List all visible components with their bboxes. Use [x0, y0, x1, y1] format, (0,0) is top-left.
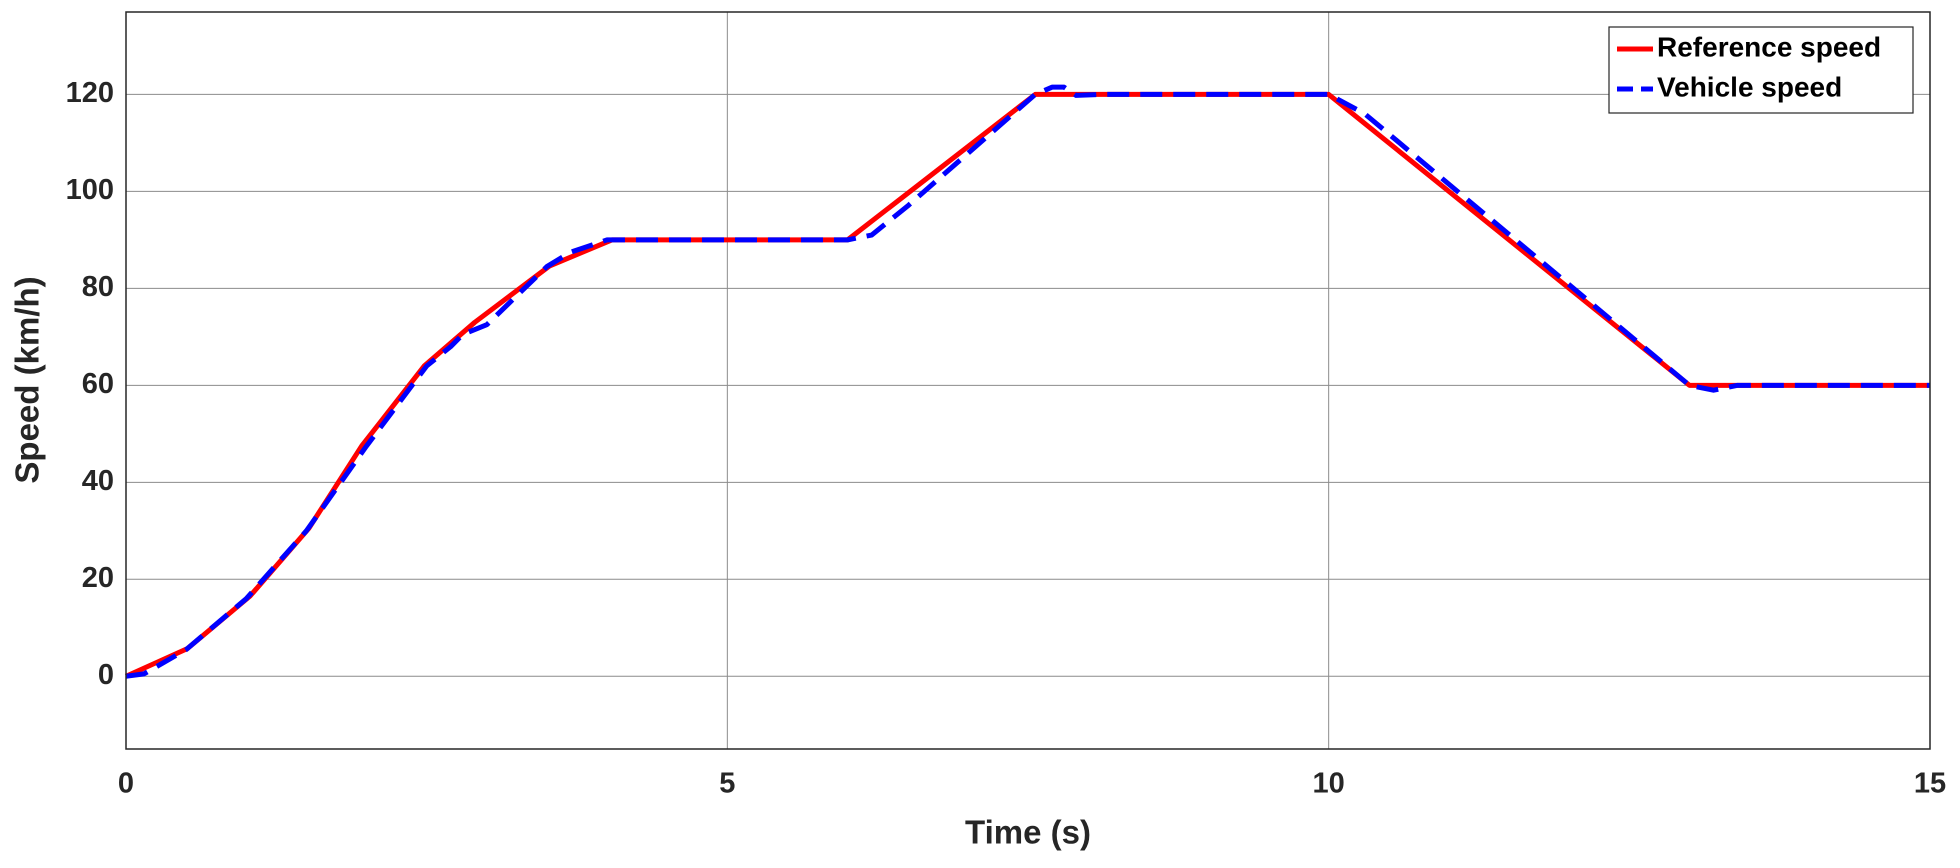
x-tick-label: 15 [1914, 768, 1946, 800]
y-axis-title: Speed (km/h) [9, 276, 46, 483]
y-tick-label: 0 [98, 659, 114, 691]
legend-label: Reference speed [1657, 31, 1881, 62]
x-tick-label: 5 [719, 768, 735, 800]
legend-label: Vehicle speed [1657, 71, 1842, 102]
y-tick-label: 40 [82, 465, 114, 497]
x-axis-title: Time (s) [965, 814, 1091, 851]
y-tick-label: 80 [82, 271, 114, 303]
y-tick-label: 20 [82, 562, 114, 594]
legend-box [1608, 26, 1914, 114]
series-line [125, 84, 1930, 679]
x-tick-label: 10 [1313, 768, 1345, 800]
y-tick-label: 120 [66, 77, 114, 109]
x-tick-label: 0 [118, 768, 134, 800]
y-tick-label: 60 [82, 368, 114, 400]
plot-area [125, 11, 1931, 750]
y-tick-label: 100 [66, 174, 114, 206]
